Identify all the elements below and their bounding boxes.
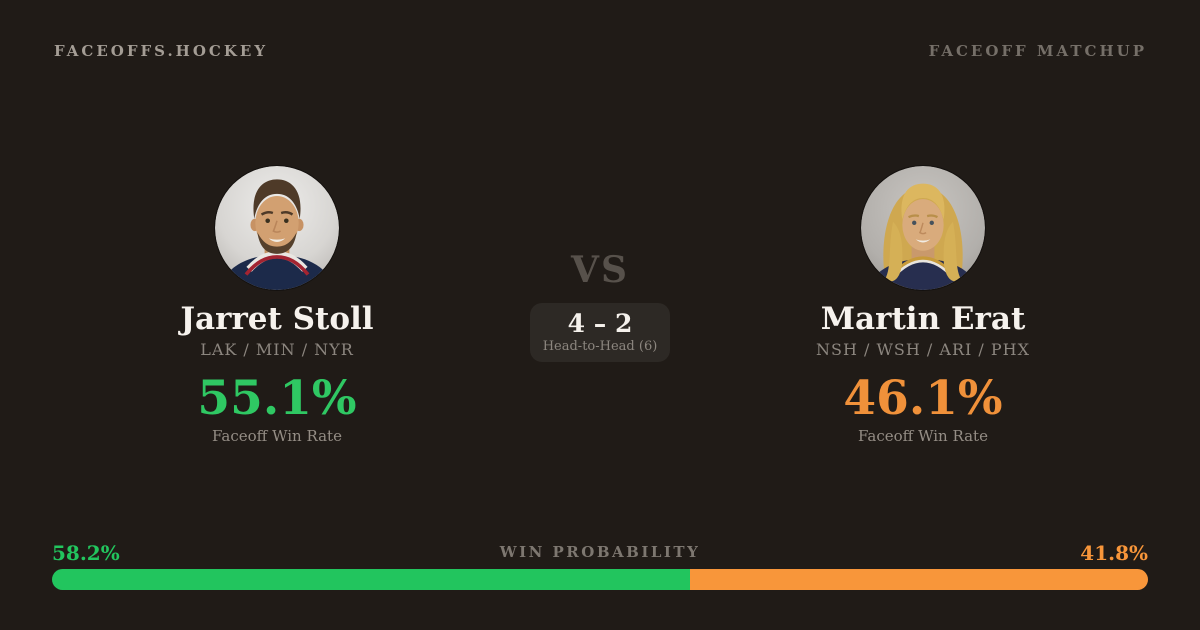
site-brand: FACEOFFS.HOCKEY xyxy=(54,42,269,60)
win-probability-bar xyxy=(52,569,1148,590)
right-player-stat-label: Faceoff Win Rate xyxy=(858,426,988,445)
right-win-probability: 41.8% xyxy=(1080,541,1148,565)
head-to-head-score: 4 – 2 xyxy=(567,309,633,338)
left-player-win-rate: 55.1% xyxy=(197,370,357,426)
right-player-avatar xyxy=(861,166,985,290)
left-player-photo xyxy=(215,166,339,290)
win-probability-bar-right-segment xyxy=(689,569,1148,590)
win-probability-title: WIN PROBABILITY xyxy=(499,543,701,561)
vs-label: VS xyxy=(571,249,629,291)
page-title: FACEOFF MATCHUP xyxy=(928,42,1147,60)
left-player-stat-label: Faceoff Win Rate xyxy=(212,426,342,445)
head-to-head-label: Head-to-Head (6) xyxy=(542,338,658,354)
right-player-photo xyxy=(861,166,985,290)
right-player-win-rate: 46.1% xyxy=(843,370,1003,426)
left-player-teams: LAK / MIN / NYR xyxy=(200,339,354,359)
right-player-name: Martin Erat xyxy=(820,301,1026,337)
win-probability-labels: 58.2% WIN PROBABILITY 41.8% xyxy=(52,541,1148,565)
left-player-avatar xyxy=(215,166,339,290)
header: FACEOFFS.HOCKEY FACEOFF MATCHUP xyxy=(54,42,1147,60)
left-win-probability: 58.2% xyxy=(52,541,120,565)
left-player-card: Jarret Stoll LAK / MIN / NYR 55.1% Faceo… xyxy=(57,166,497,445)
win-probability-bar-left-segment xyxy=(52,569,690,590)
head-to-head-box: 4 – 2 Head-to-Head (6) xyxy=(530,303,670,362)
left-player-name: Jarret Stoll xyxy=(180,301,374,337)
right-player-teams: NSH / WSH / ARI / PHX xyxy=(816,339,1030,359)
right-player-card: Martin Erat NSH / WSH / ARI / PHX 46.1% … xyxy=(703,166,1143,445)
